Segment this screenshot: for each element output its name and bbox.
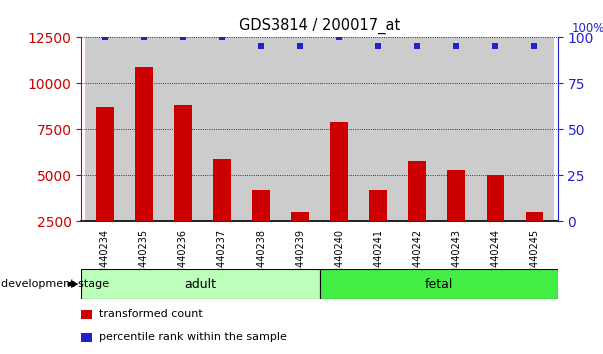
- Bar: [241, 37, 280, 221]
- Bar: [320, 269, 558, 299]
- Bar: [85, 37, 124, 221]
- Point: [490, 44, 500, 49]
- Bar: [526, 212, 543, 221]
- Y-axis label: 100%: 100%: [572, 22, 603, 35]
- Point: [100, 34, 110, 40]
- Bar: [174, 105, 192, 221]
- Point: [217, 34, 227, 40]
- Point: [139, 34, 149, 40]
- Bar: [487, 175, 504, 221]
- Bar: [280, 37, 320, 221]
- Bar: [135, 67, 153, 221]
- Bar: [124, 37, 163, 221]
- Point: [256, 44, 266, 49]
- Bar: [330, 122, 348, 221]
- Point: [412, 44, 422, 49]
- Bar: [437, 37, 476, 221]
- Title: GDS3814 / 200017_at: GDS3814 / 200017_at: [239, 18, 400, 34]
- Bar: [96, 107, 113, 221]
- Point: [452, 44, 461, 49]
- Bar: [213, 159, 231, 221]
- Bar: [81, 269, 320, 299]
- Bar: [320, 37, 359, 221]
- Text: development stage: development stage: [1, 279, 109, 289]
- Bar: [398, 37, 437, 221]
- Point: [295, 44, 305, 49]
- Point: [529, 44, 539, 49]
- Bar: [252, 190, 270, 221]
- Bar: [203, 37, 241, 221]
- Bar: [515, 37, 554, 221]
- Bar: [81, 309, 92, 319]
- Point: [178, 34, 188, 40]
- Text: fetal: fetal: [425, 278, 453, 291]
- Bar: [447, 170, 465, 221]
- Point: [373, 44, 383, 49]
- Point: [334, 34, 344, 40]
- Bar: [291, 212, 309, 221]
- Bar: [81, 332, 92, 342]
- Text: percentile rank within the sample: percentile rank within the sample: [99, 332, 286, 342]
- Bar: [476, 37, 515, 221]
- Text: adult: adult: [185, 278, 216, 291]
- Text: transformed count: transformed count: [99, 309, 203, 319]
- Bar: [370, 190, 387, 221]
- Bar: [163, 37, 203, 221]
- Bar: [408, 160, 426, 221]
- Bar: [359, 37, 398, 221]
